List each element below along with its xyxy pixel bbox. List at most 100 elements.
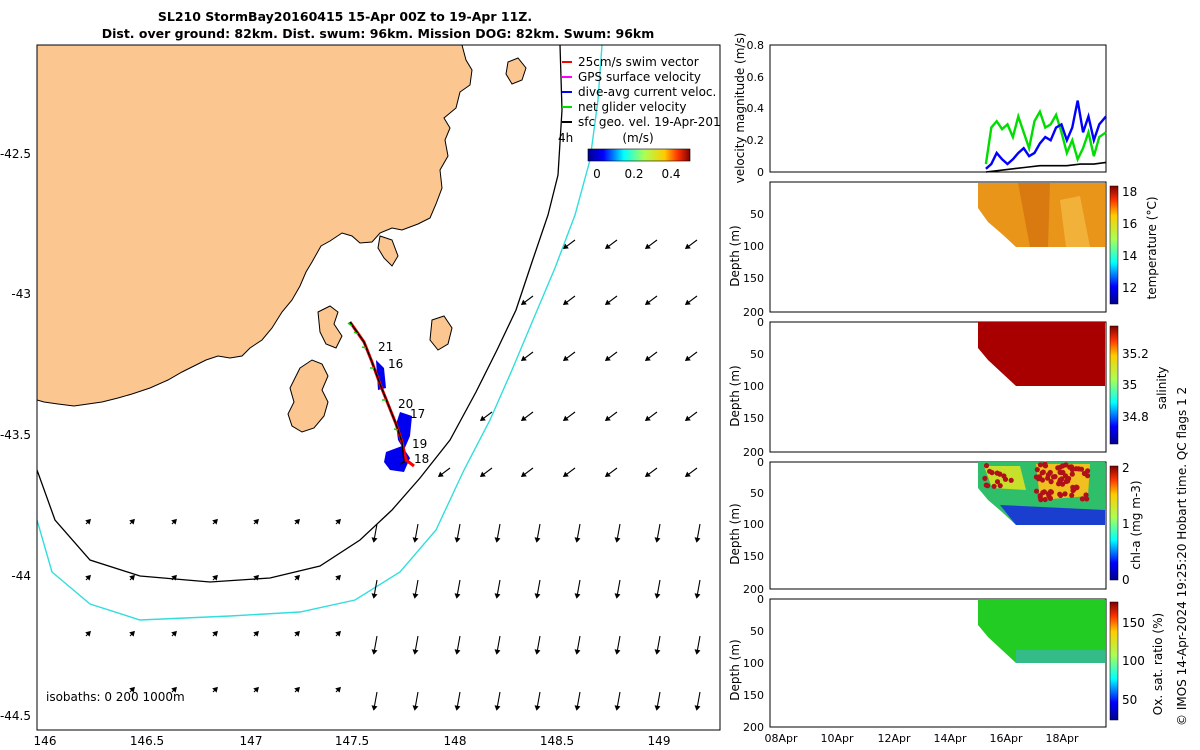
vector-arrowhead-8 — [684, 299, 691, 306]
salinity-ytick-150: 150 — [743, 412, 764, 425]
vector-arrowhead-80 — [335, 686, 341, 693]
chla-point-66 — [1067, 464, 1073, 470]
chla-point-60 — [1060, 463, 1066, 469]
vector-arrowhead-38 — [534, 537, 541, 543]
vector-arrowhead-25 — [644, 471, 651, 478]
salinity-cbar-label: salinity — [1155, 366, 1169, 409]
day-label-21: 21 — [378, 340, 393, 354]
chla-cbar-tick-0: 0 — [1122, 573, 1130, 587]
vector-arrowhead-32 — [294, 518, 300, 525]
vector-arrowhead-1 — [604, 243, 611, 250]
vector-arrowhead-78 — [253, 686, 259, 693]
map-ytick-44: -44 — [11, 569, 31, 583]
vector-arrowhead-46 — [212, 574, 218, 581]
chla-point-49 — [1065, 478, 1071, 484]
chla-point-west-6 — [987, 468, 993, 474]
temperature-cbar-tick-18: 18 — [1122, 185, 1137, 199]
vector-arrowhead-30 — [212, 518, 218, 525]
isobath-note: isobaths: 0 200 1000m — [46, 690, 185, 704]
vector-arrowhead-21 — [479, 471, 486, 478]
vector-arrowhead-77 — [212, 686, 218, 693]
salinity-ytick-200: 200 — [743, 446, 764, 459]
vector-arrowhead-51 — [412, 593, 419, 599]
oxygen-ytick-0: 0 — [757, 593, 764, 606]
map-colorbar-tick-0: 0 — [593, 167, 601, 181]
time-tick-14apr: 14Apr — [933, 732, 967, 745]
map-frame — [36, 44, 721, 731]
vector-arrowhead-84 — [494, 705, 501, 711]
chla-ytick-150: 150 — [743, 550, 764, 563]
temperature-ytick-150: 150 — [743, 272, 764, 285]
temperature-section-warm — [1018, 183, 1050, 247]
vector-arrowhead-0 — [562, 243, 569, 250]
chla-point-west-11 — [985, 483, 991, 489]
land-forestier — [317, 305, 343, 349]
chla-point-55 — [1045, 491, 1051, 497]
velocity-ylabel: velocity magnitude (m/s) — [733, 33, 747, 184]
vector-arrowhead-82 — [412, 705, 419, 711]
chla-point-69 — [1033, 488, 1040, 494]
time-tick-16apr: 16Apr — [989, 732, 1023, 745]
map-xtick-147: 147 — [240, 734, 263, 748]
vector-arrowhead-39 — [574, 537, 581, 543]
vector-arrowhead-13 — [684, 355, 691, 362]
oxygen-cbar-label: Ox. sat. ratio (%) — [1151, 613, 1165, 715]
chla-point-west-12 — [1001, 473, 1007, 479]
vector-arrowhead-70 — [534, 649, 541, 655]
day-label-18: 18 — [414, 452, 429, 466]
chla-point-15 — [1069, 471, 1075, 477]
chla-point-west-9 — [997, 483, 1003, 489]
vector-arrowhead-79 — [294, 686, 300, 693]
chla-panel: 2 1 0 chl-a (mg m-3) Depth (m) 0 50 100 … — [728, 456, 1143, 596]
vector-arrowhead-3 — [684, 243, 691, 250]
vector-arrowhead-40 — [614, 537, 621, 543]
chla-point-11 — [1084, 496, 1090, 502]
vector-arrowhead-18 — [644, 415, 651, 422]
map-colorbar-title: (m/s) — [622, 131, 653, 145]
chla-point-63 — [1045, 472, 1051, 478]
vector-arrowhead-56 — [614, 593, 621, 599]
vector-arrowhead-37 — [494, 537, 501, 543]
time-tick-10apr: 10Apr — [820, 732, 854, 745]
temperature-ytick-200: 200 — [743, 306, 764, 319]
chla-high-points — [982, 461, 1091, 503]
vector-arrowhead-4 — [520, 299, 527, 306]
map-ytick-43-5: -43.5 — [0, 428, 31, 442]
isobath-1000m — [37, 45, 603, 621]
vector-arrowhead-11 — [604, 355, 611, 362]
day-label-19: 19 — [412, 437, 427, 451]
vector-arrowhead-60 — [129, 630, 135, 637]
vector-arrowhead-50 — [371, 593, 378, 599]
land-islet — [429, 315, 453, 351]
oxygen-panel: 150 100 50 Ox. sat. ratio (%) Depth (m) … — [728, 593, 1165, 734]
temperature-panel: 18 16 14 12 temperature (°C) Depth (m) 5… — [728, 181, 1159, 319]
vector-arrowhead-62 — [212, 630, 218, 637]
vector-arrowhead-87 — [614, 705, 621, 711]
map-x-ticks: 146 146.5 147 147.5 148 148.5 149 — [34, 734, 671, 748]
salinity-cbar-tick-35-2: 35.2 — [1122, 347, 1149, 361]
temperature-cbar-tick-12: 12 — [1122, 281, 1137, 295]
oxygen-colorbar — [1109, 601, 1119, 721]
chla-point-47 — [1038, 497, 1044, 503]
chla-colorbar — [1109, 465, 1119, 581]
chla-ytick-200: 200 — [743, 583, 764, 596]
map-xtick-148-5: 148.5 — [540, 734, 574, 748]
chla-point-68 — [1059, 476, 1065, 482]
vector-arrowhead-74 — [694, 649, 701, 655]
velocity-ytick-02: 0.2 — [747, 134, 765, 147]
map-colorbar-tick-04: 0.4 — [661, 167, 680, 181]
vector-arrowhead-7 — [644, 299, 651, 306]
vector-arrowhead-5 — [562, 299, 569, 306]
vector-arrowhead-19 — [684, 415, 691, 422]
vector-arrowhead-31 — [253, 518, 259, 525]
velocity-series-1 — [985, 100, 1107, 170]
vector-arrowhead-68 — [454, 649, 461, 655]
chla-point-41 — [1050, 474, 1057, 480]
map-xtick-146-5: 146.5 — [130, 734, 164, 748]
vector-arrowhead-54 — [534, 593, 541, 599]
vector-arrowhead-41 — [654, 537, 661, 543]
map-xtick-149: 149 — [648, 734, 671, 748]
vector-arrowhead-61 — [171, 630, 177, 637]
legend-label-dive-avg: dive-avg current veloc. — [578, 85, 716, 99]
